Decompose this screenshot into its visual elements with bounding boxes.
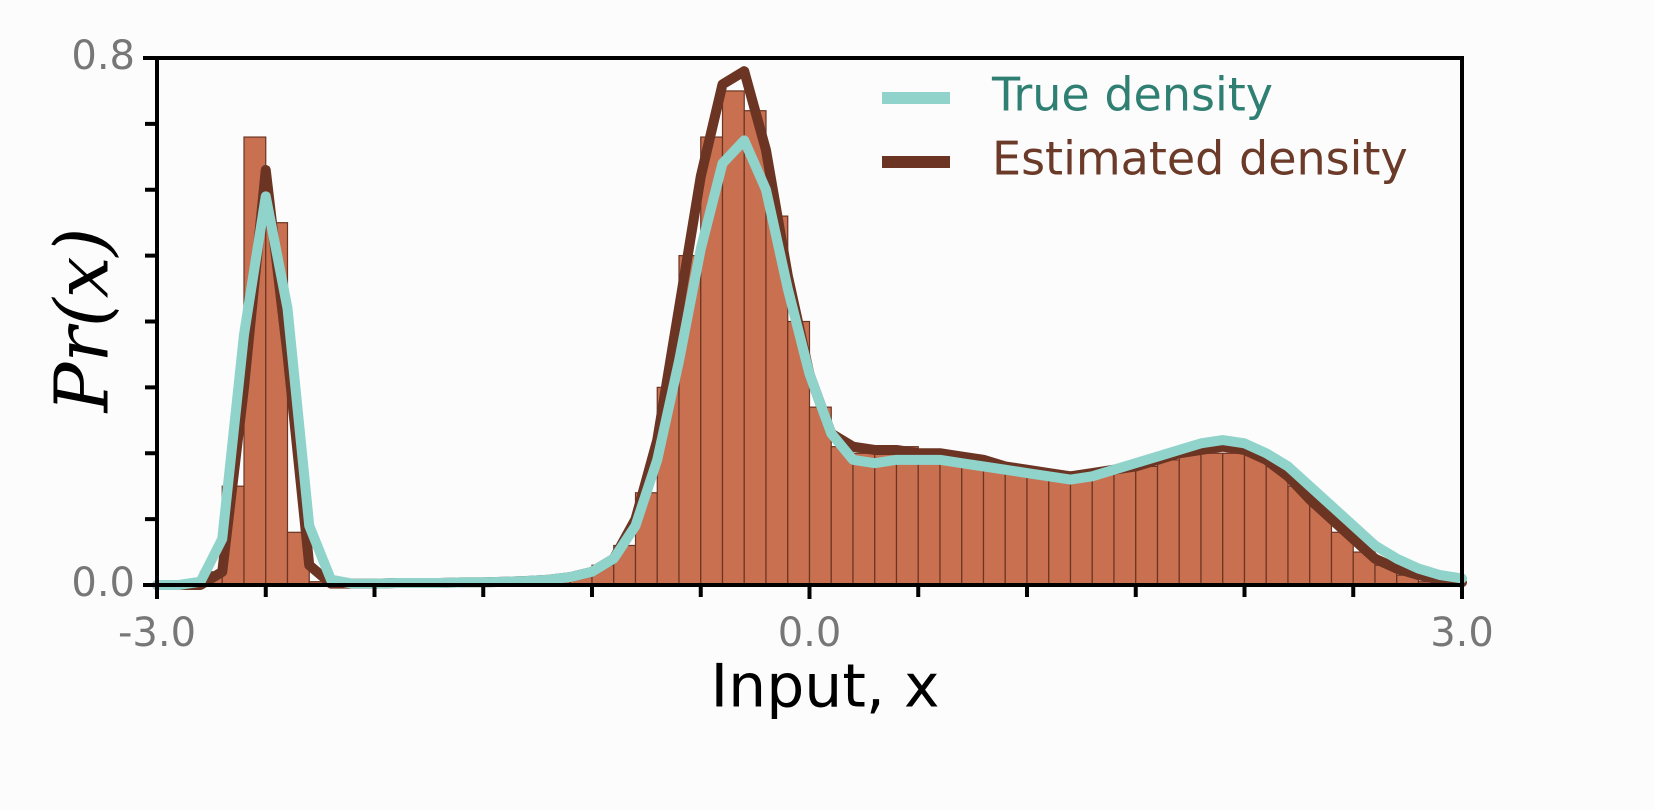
- histogram-bar: [1069, 475, 1093, 586]
- histogram-bar: [1004, 465, 1028, 586]
- histogram-bar: [939, 452, 963, 586]
- histogram-bar: [917, 452, 941, 586]
- x-axis-label: Input, x: [710, 652, 939, 722]
- histogram-bar: [1113, 469, 1137, 586]
- legend-label: True density: [991, 68, 1273, 122]
- histogram-bar: [1200, 452, 1224, 586]
- histogram-bar: [1243, 452, 1267, 586]
- legend-label: Estimated density: [992, 132, 1408, 186]
- histogram-bar: [961, 459, 985, 586]
- histogram-bar: [1091, 472, 1115, 586]
- histogram-bar: [1178, 452, 1202, 586]
- x-tick-label: 3.0: [1430, 610, 1494, 656]
- x-tick-label: -3.0: [118, 610, 196, 656]
- y-axis-label: Pr(x): [39, 228, 125, 415]
- histogram-bar: [874, 452, 898, 586]
- histogram-bar: [1135, 465, 1159, 586]
- x-tick-label: 0.0: [778, 610, 842, 656]
- histogram-bar: [1048, 475, 1072, 586]
- histogram-bar: [830, 446, 854, 586]
- histogram-bar: [1026, 472, 1050, 586]
- histogram-bar: [852, 452, 876, 586]
- histogram-bar: [1156, 459, 1180, 586]
- y-tick-label: 0.0: [71, 560, 135, 606]
- y-tick-label: 0.8: [71, 33, 135, 79]
- histogram-bar: [895, 446, 919, 586]
- histogram-bar: [982, 462, 1006, 586]
- histogram-bar: [1265, 465, 1289, 586]
- histogram-bar: [1222, 452, 1246, 586]
